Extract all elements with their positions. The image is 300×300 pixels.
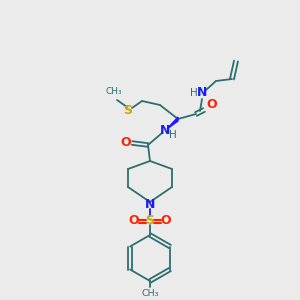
Text: CH₃: CH₃: [106, 88, 122, 97]
Polygon shape: [167, 117, 178, 129]
Text: S: S: [124, 104, 133, 118]
Text: O: O: [129, 214, 139, 227]
Text: O: O: [121, 136, 131, 149]
Text: N: N: [197, 86, 207, 100]
Text: CH₃: CH₃: [141, 289, 159, 298]
Text: O: O: [161, 214, 171, 227]
Text: H: H: [190, 88, 198, 98]
Text: S: S: [146, 214, 154, 227]
Text: H: H: [169, 130, 177, 140]
Text: N: N: [160, 124, 170, 137]
Text: N: N: [145, 199, 155, 212]
Text: O: O: [207, 98, 217, 112]
